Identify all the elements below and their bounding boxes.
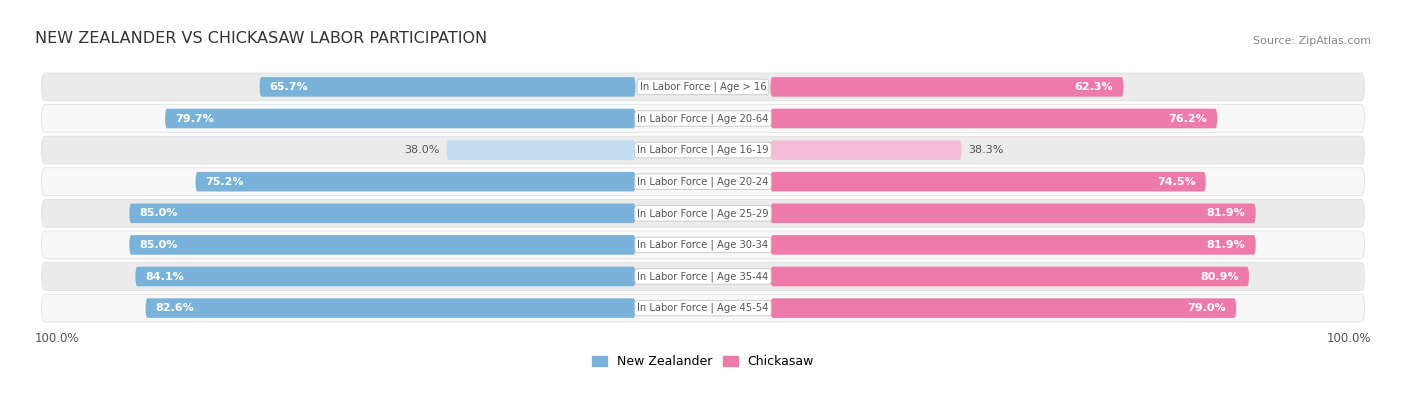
- Text: In Labor Force | Age 25-29: In Labor Force | Age 25-29: [637, 208, 769, 218]
- Text: 85.0%: 85.0%: [139, 208, 177, 218]
- FancyBboxPatch shape: [135, 267, 636, 286]
- Text: 65.7%: 65.7%: [270, 82, 308, 92]
- FancyBboxPatch shape: [42, 231, 1364, 259]
- FancyBboxPatch shape: [146, 298, 636, 318]
- FancyBboxPatch shape: [195, 172, 636, 192]
- FancyBboxPatch shape: [165, 109, 636, 128]
- FancyBboxPatch shape: [42, 168, 1364, 196]
- FancyBboxPatch shape: [260, 77, 636, 97]
- Text: NEW ZEALANDER VS CHICKASAW LABOR PARTICIPATION: NEW ZEALANDER VS CHICKASAW LABOR PARTICI…: [35, 31, 486, 46]
- Text: 80.9%: 80.9%: [1201, 271, 1239, 282]
- FancyBboxPatch shape: [129, 203, 636, 223]
- Text: In Labor Force | Age 20-24: In Labor Force | Age 20-24: [637, 177, 769, 187]
- Text: 84.1%: 84.1%: [146, 271, 184, 282]
- FancyBboxPatch shape: [770, 235, 1256, 255]
- Text: In Labor Force | Age 35-44: In Labor Force | Age 35-44: [637, 271, 769, 282]
- Text: Source: ZipAtlas.com: Source: ZipAtlas.com: [1253, 36, 1371, 46]
- FancyBboxPatch shape: [42, 263, 1364, 290]
- Text: In Labor Force | Age > 16: In Labor Force | Age > 16: [640, 82, 766, 92]
- Text: 79.0%: 79.0%: [1188, 303, 1226, 313]
- FancyBboxPatch shape: [770, 267, 1249, 286]
- FancyBboxPatch shape: [42, 199, 1364, 227]
- FancyBboxPatch shape: [42, 294, 1364, 322]
- FancyBboxPatch shape: [42, 73, 1364, 101]
- Text: 82.6%: 82.6%: [156, 303, 194, 313]
- FancyBboxPatch shape: [770, 77, 1123, 97]
- Text: 79.7%: 79.7%: [176, 113, 214, 124]
- FancyBboxPatch shape: [770, 298, 1236, 318]
- Text: 75.2%: 75.2%: [205, 177, 245, 187]
- FancyBboxPatch shape: [770, 109, 1218, 128]
- FancyBboxPatch shape: [42, 136, 1364, 164]
- Text: In Labor Force | Age 45-54: In Labor Force | Age 45-54: [637, 303, 769, 313]
- Text: 81.9%: 81.9%: [1206, 208, 1246, 218]
- Text: 76.2%: 76.2%: [1168, 113, 1208, 124]
- FancyBboxPatch shape: [770, 140, 962, 160]
- Text: In Labor Force | Age 20-64: In Labor Force | Age 20-64: [637, 113, 769, 124]
- FancyBboxPatch shape: [770, 172, 1206, 192]
- Text: 38.3%: 38.3%: [969, 145, 1004, 155]
- FancyBboxPatch shape: [770, 203, 1256, 223]
- Text: 74.5%: 74.5%: [1157, 177, 1195, 187]
- Text: In Labor Force | Age 30-34: In Labor Force | Age 30-34: [637, 240, 769, 250]
- FancyBboxPatch shape: [42, 105, 1364, 132]
- FancyBboxPatch shape: [129, 235, 636, 255]
- Text: 85.0%: 85.0%: [139, 240, 177, 250]
- Text: In Labor Force | Age 16-19: In Labor Force | Age 16-19: [637, 145, 769, 155]
- Text: 62.3%: 62.3%: [1074, 82, 1114, 92]
- Legend: New Zealander, Chickasaw: New Zealander, Chickasaw: [588, 350, 818, 373]
- Text: 81.9%: 81.9%: [1206, 240, 1246, 250]
- Text: 100.0%: 100.0%: [1327, 332, 1371, 345]
- Text: 38.0%: 38.0%: [405, 145, 440, 155]
- FancyBboxPatch shape: [447, 140, 636, 160]
- Text: 100.0%: 100.0%: [35, 332, 79, 345]
